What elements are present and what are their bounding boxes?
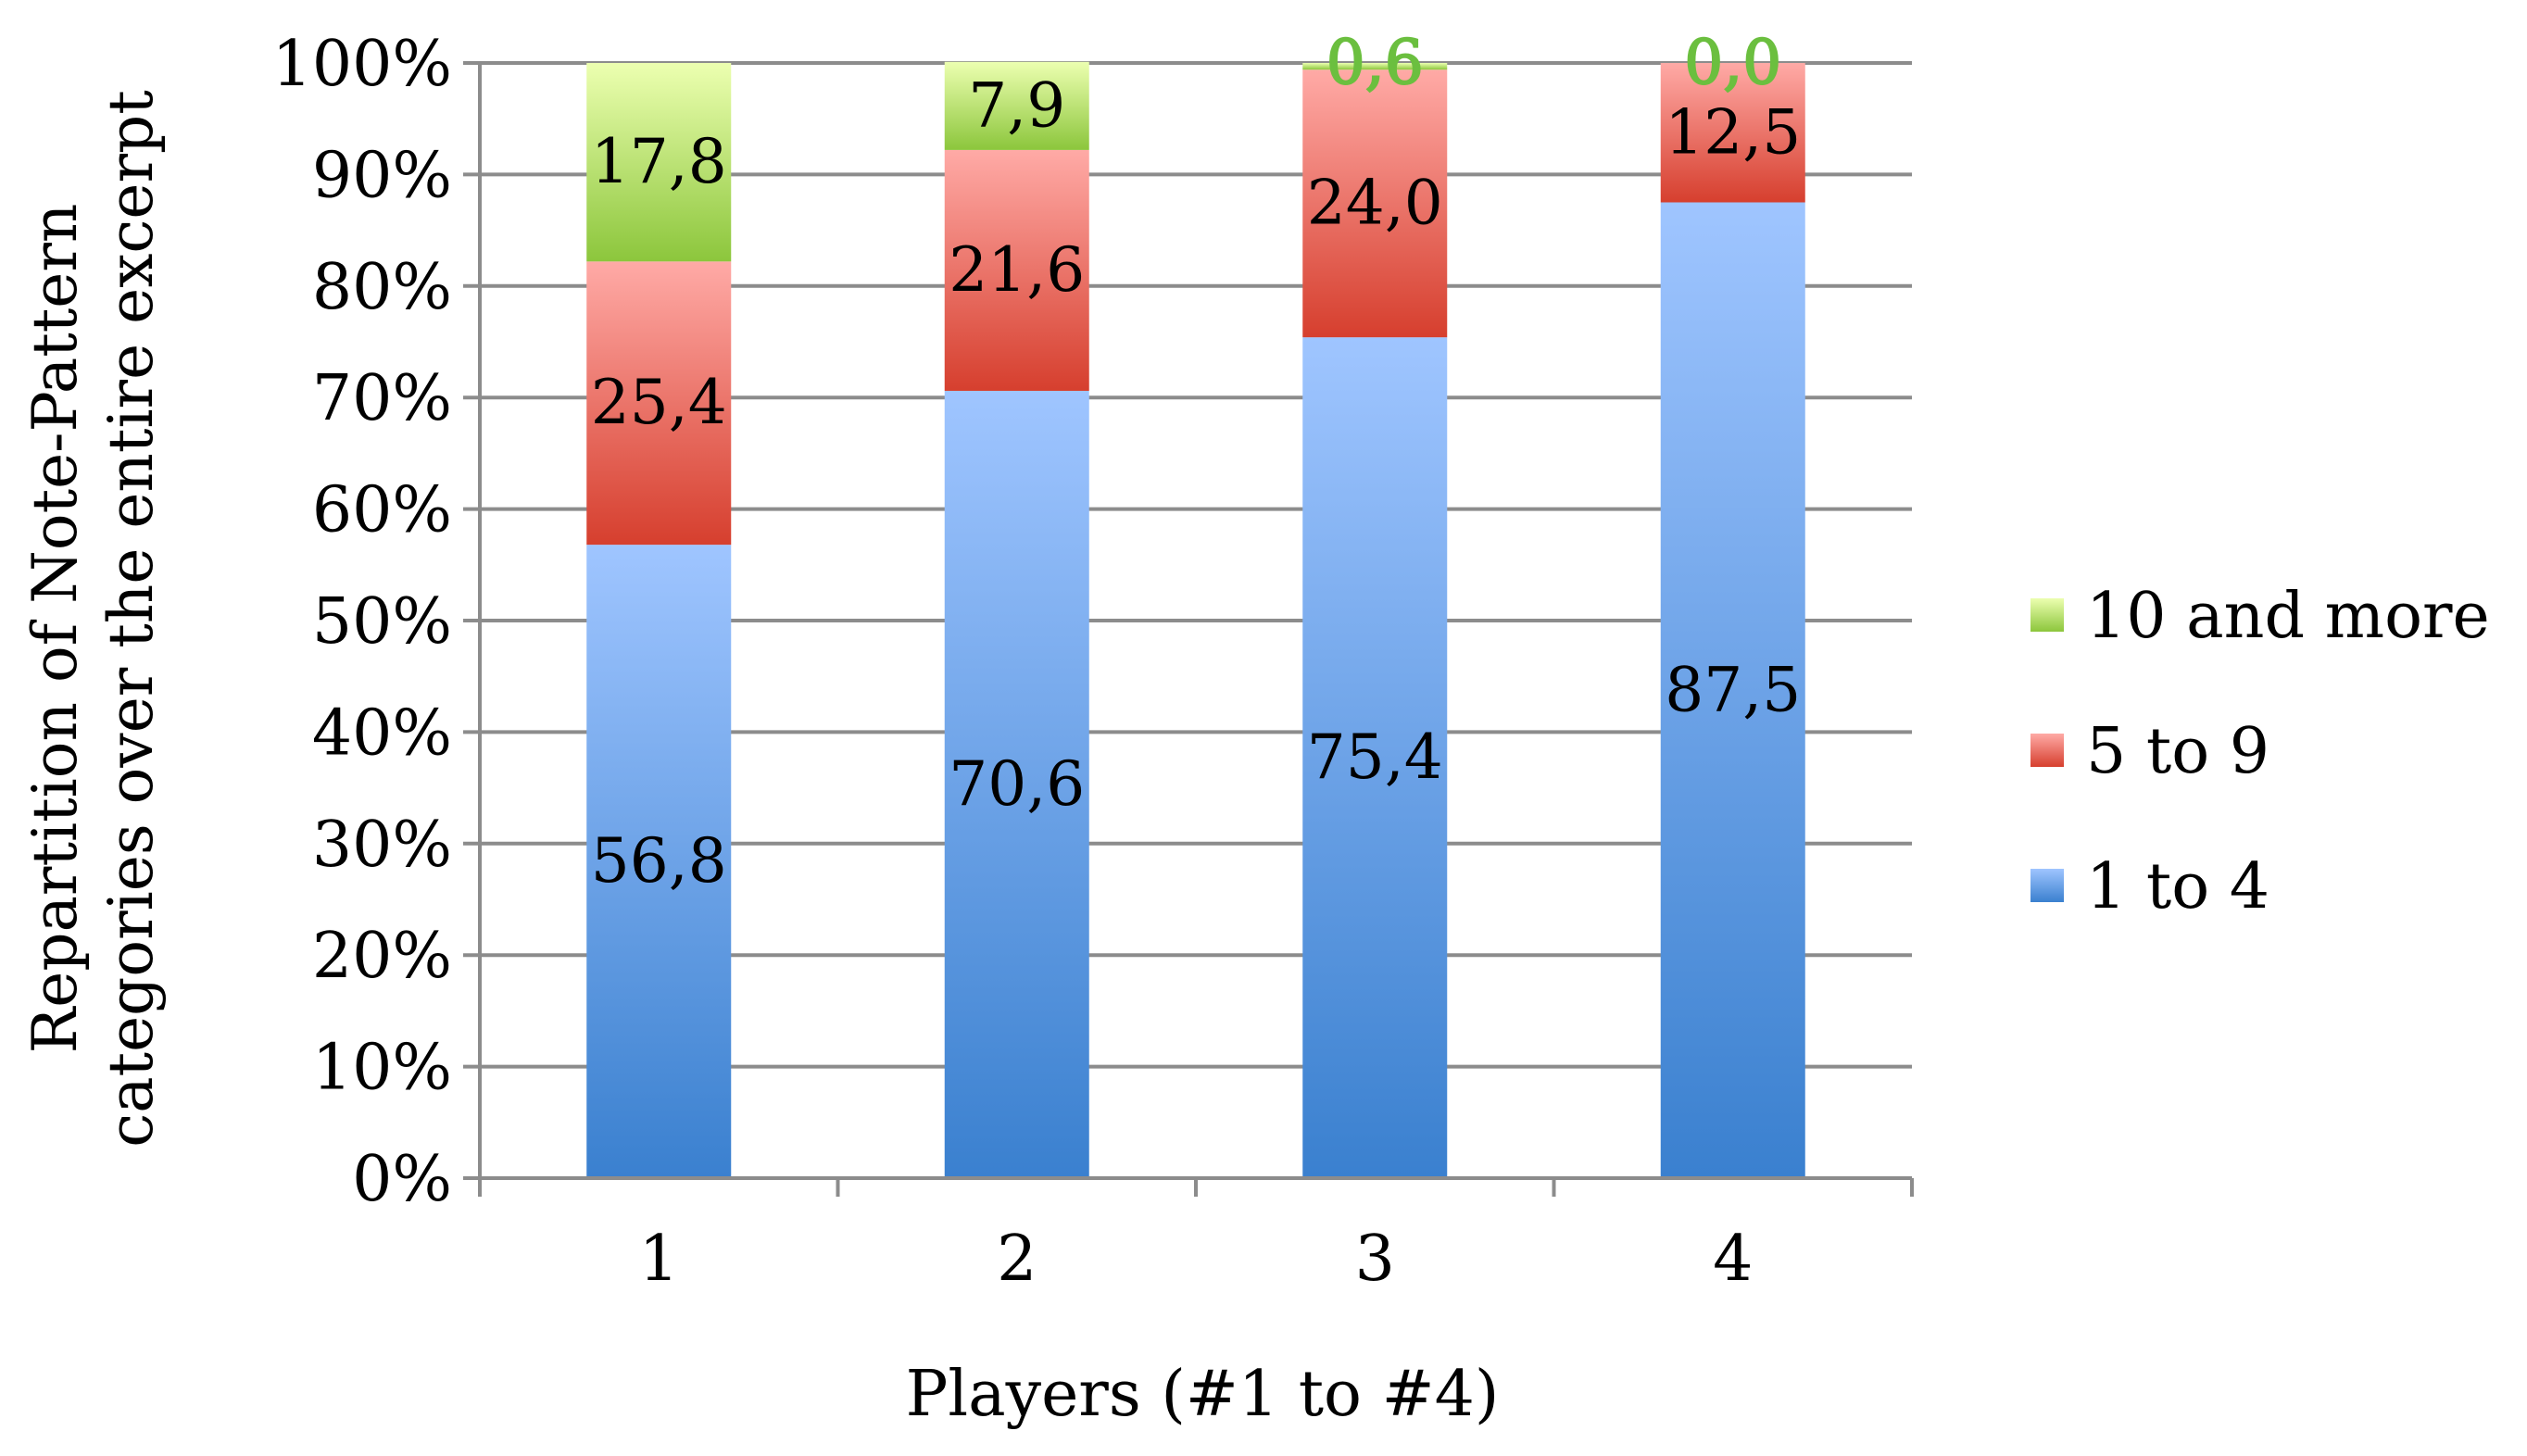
x-tick-labels: 1 2 3 4 — [639, 1223, 1754, 1296]
bar-segment — [944, 149, 1089, 391]
y-tick-label: 100% — [272, 28, 452, 101]
data-label: 24,0 — [1307, 168, 1443, 239]
x-tick-label: 2 — [997, 1223, 1037, 1296]
legend-label: 1 to 4 — [2086, 850, 2269, 923]
y-tick-label: 60% — [312, 474, 452, 547]
legend-item: 10 and more — [2030, 580, 2490, 653]
axes — [463, 61, 1914, 1197]
y-tick-label: 70% — [312, 362, 452, 435]
y-axis-title-line-1: Repartition of Note-Pattern — [19, 204, 91, 1054]
x-tick-label: 1 — [639, 1223, 679, 1296]
legend-swatch — [2030, 598, 2064, 632]
y-tick-label: 0% — [352, 1143, 452, 1216]
data-label: 87,5 — [1665, 654, 1801, 725]
data-labels: 56,8 25,4 17,8 70,6 21,6 7,9 75,4 24,0 0,6 87,5 12… — [591, 26, 1801, 897]
y-tick-label: 10% — [312, 1032, 452, 1105]
data-label: 7,9 — [968, 69, 1065, 141]
y-axis-title-line-2: categories over the entire excerpt — [95, 90, 167, 1148]
data-label: 0,0 — [1684, 27, 1781, 98]
bar-segment — [1302, 63, 1448, 70]
y-tick-label: 50% — [312, 585, 452, 659]
y-tick-labels: 0% 10% 20% 30% 40% 50% 60% 70% 80% 90% 100% — [272, 28, 452, 1216]
legend-swatch — [2030, 734, 2064, 767]
y-tick-label: 90% — [312, 139, 452, 212]
legend-item: 5 to 9 — [2030, 715, 2269, 788]
bar-segment — [1302, 69, 1448, 338]
y-tick-label: 80% — [312, 251, 452, 324]
legend-label: 10 and more — [2086, 580, 2490, 653]
x-tick-label: 4 — [1713, 1223, 1753, 1296]
data-label: 25,4 — [591, 367, 727, 438]
legend-item: 1 to 4 — [2030, 850, 2269, 923]
data-label: 75,4 — [1307, 722, 1443, 793]
legend-swatch — [2030, 869, 2064, 902]
data-label: 17,8 — [591, 126, 727, 197]
bars — [586, 61, 1805, 1179]
data-label: 21,6 — [949, 234, 1085, 306]
data-label: 12,5 — [1665, 96, 1801, 168]
bar-segment — [1660, 202, 1805, 1178]
legend: 10 and more 5 to 9 1 to 4 — [2030, 580, 2490, 923]
y-axis-title: Repartition of Note-Pattern categories o… — [19, 90, 167, 1148]
y-tick-label: 30% — [312, 809, 452, 882]
x-axis-title: Players (#1 to #4) — [906, 1358, 1500, 1431]
bar-segment — [586, 261, 732, 546]
bar-segment — [1302, 337, 1448, 1179]
data-label: 70,6 — [949, 748, 1085, 820]
bar-segment — [586, 63, 732, 262]
bar-segment — [586, 545, 732, 1178]
bar-segment — [944, 390, 1089, 1178]
bar-segment — [944, 61, 1089, 150]
y-tick-label: 40% — [312, 697, 452, 770]
data-label: 0,6 — [1326, 27, 1424, 98]
data-label: 56,8 — [591, 825, 727, 897]
bar-segment — [1660, 63, 1805, 203]
legend-label: 5 to 9 — [2086, 715, 2269, 788]
x-tick-label: 3 — [1355, 1223, 1395, 1296]
y-tick-label: 20% — [312, 920, 452, 993]
